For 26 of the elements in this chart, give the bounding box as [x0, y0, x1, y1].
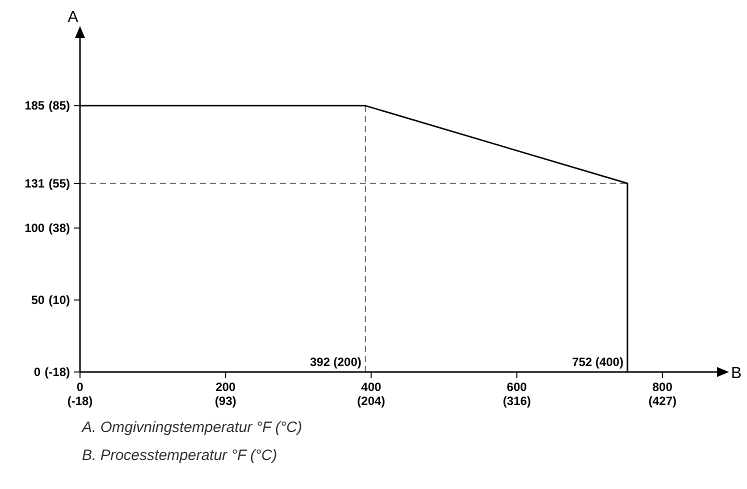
x-tick-label: 800: [652, 380, 673, 394]
x2-tick-label: (93): [214, 394, 236, 408]
y-tick-label: 50: [31, 293, 45, 308]
x2-tick-label: (204): [357, 394, 386, 408]
y-tick-label: 0: [34, 365, 41, 379]
y-tick-label: 185: [24, 98, 45, 113]
x-tick-label: 400: [361, 380, 382, 394]
x2-tick-label: (427): [648, 394, 676, 408]
annotation: 752 (400): [572, 355, 624, 369]
y2-tick-label: (85): [48, 98, 70, 113]
x2-tick-label: (316): [502, 394, 531, 408]
text: B. Processtemperatur °F (°C): [82, 447, 278, 464]
x-tick-label: 200: [216, 380, 236, 394]
y2-tick-label: (38): [48, 220, 70, 235]
y2-tick-label: (-18): [44, 365, 70, 379]
x-axis-title: B: [731, 365, 742, 382]
y2-tick-label: (10): [48, 292, 70, 307]
x2-tick-label: (-18): [67, 394, 93, 408]
x-tick-label: 600: [506, 380, 528, 394]
y-tick-label: 100: [24, 221, 45, 236]
ref-line-label: 392 (200): [310, 355, 362, 369]
y-tick-label: 131: [24, 176, 45, 190]
x-tick-label: 0: [76, 380, 84, 394]
text: A. Omgivningstemperatur °F (°C): [81, 419, 302, 436]
y2-axis-title: A: [68, 9, 79, 26]
y2-tick-label: (55): [48, 176, 70, 190]
